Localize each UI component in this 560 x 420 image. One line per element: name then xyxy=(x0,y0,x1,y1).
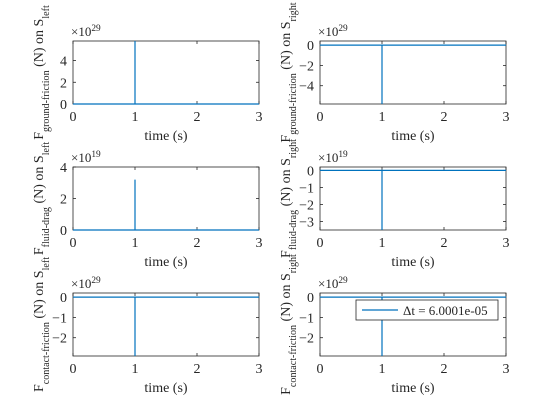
y-multiplier: ×1029 xyxy=(71,24,101,39)
x-tick-label: 1 xyxy=(379,362,386,377)
x-axis-label: time (s) xyxy=(391,381,434,396)
y-axis-label: Fground-friction (N) on Sright xyxy=(279,2,299,142)
x-tick-label: 3 xyxy=(256,362,263,377)
legend: Δt = 6.0001e-05 xyxy=(355,299,499,321)
y-axis-label: Fground-friction (N) on Sleft xyxy=(32,5,52,140)
y-axis-label: Fcontact-friction (N) on Sleft xyxy=(32,257,52,392)
series-line xyxy=(73,179,259,231)
panel-right-contact-friction: 0 1 2 3 −2 −1 0 ×1029 time (s) Fcontact-friction … xyxy=(279,254,510,396)
y-multiplier: ×1019 xyxy=(318,150,348,165)
y-tick-label: −1 xyxy=(52,311,67,326)
x-axis-label: time (s) xyxy=(391,129,434,144)
y-tick-label: −1 xyxy=(299,311,314,326)
y-tick-label: −2 xyxy=(299,59,314,74)
series-line xyxy=(320,44,506,104)
axes-box xyxy=(72,292,260,357)
y-tick-label: −2 xyxy=(52,332,67,347)
axes-box xyxy=(319,40,507,105)
x-tick-label: 1 xyxy=(379,236,386,251)
x-tick-label: 0 xyxy=(317,236,324,251)
x-tick-label: 2 xyxy=(194,110,201,125)
x-axis-label: time (s) xyxy=(144,129,187,144)
y-tick-label: 0 xyxy=(307,291,314,306)
y-tick-label: −3 xyxy=(299,215,314,230)
axes-box xyxy=(319,166,507,231)
y-tick-label: 0 xyxy=(60,224,67,239)
x-tick-label: 0 xyxy=(70,236,77,251)
y-tick-label: 2 xyxy=(60,193,67,208)
y-tick-label: 0 xyxy=(307,164,314,179)
panel-left-fluid-drag: 0 1 2 3 0 2 4 ×1019 time (s) Ffluid-drag (N) on S… xyxy=(32,142,263,270)
y-multiplier: ×1029 xyxy=(318,276,348,291)
x-tick-label: 2 xyxy=(194,362,201,377)
y-tick-label: 0 xyxy=(307,39,314,54)
x-tick-label: 2 xyxy=(194,236,201,251)
legend-entry: Δt = 6.0001e-05 xyxy=(403,303,488,318)
panel-left-ground-friction: 0 1 2 3 0 2 4 ×1029 time (s) Fground-friction (N)… xyxy=(32,5,263,144)
x-tick-label: 1 xyxy=(379,110,386,125)
y-tick-label: 4 xyxy=(60,161,67,176)
y-tick-label: 2 xyxy=(60,76,67,91)
x-tick-label: 2 xyxy=(441,236,448,251)
y-tick-label: 4 xyxy=(60,55,67,70)
y-tick-label: −4 xyxy=(299,80,314,95)
x-axis-label: time (s) xyxy=(144,255,187,270)
x-tick-label: 1 xyxy=(132,236,139,251)
panel-right-ground-friction: 0 1 2 3 −4 −2 0 ×1029 time (s) Fground-friction (… xyxy=(279,2,510,144)
x-tick-label: 0 xyxy=(70,110,77,125)
x-axis-label: time (s) xyxy=(391,255,434,270)
y-tick-label: −2 xyxy=(299,198,314,213)
series-line xyxy=(320,169,506,230)
x-tick-label: 3 xyxy=(503,236,510,251)
x-tick-label: 0 xyxy=(70,362,77,377)
x-axis-label: time (s) xyxy=(144,381,187,396)
x-tick-label: 3 xyxy=(503,110,510,125)
series-line xyxy=(73,296,259,356)
series-line xyxy=(73,41,259,105)
axes-box xyxy=(72,40,260,105)
y-tick-label: −2 xyxy=(299,332,314,347)
x-tick-label: 3 xyxy=(256,236,263,251)
y-axis-label: Fcontact-friction (N) on Sright xyxy=(279,254,299,395)
y-multiplier: ×1029 xyxy=(71,276,101,291)
y-multiplier: ×1029 xyxy=(318,24,348,39)
y-multiplier: ×1019 xyxy=(71,150,101,165)
x-tick-label: 0 xyxy=(317,110,324,125)
y-axis-label: Ffluid-drag (N) on Sright xyxy=(279,139,299,258)
x-tick-label: 1 xyxy=(132,110,139,125)
x-tick-label: 2 xyxy=(441,362,448,377)
panel-left-contact-friction: 0 1 2 3 −2 −1 0 ×1029 time (s) Fcontact-friction … xyxy=(32,257,263,396)
y-axis-label: Ffluid-drag (N) on Sleft xyxy=(32,142,52,255)
legend-box xyxy=(355,299,499,321)
y-tick-label: 0 xyxy=(60,291,67,306)
axes-box xyxy=(72,166,260,231)
x-tick-label: 0 xyxy=(317,362,324,377)
series-line xyxy=(320,296,506,356)
x-tick-label: 1 xyxy=(132,362,139,377)
y-tick-label: 0 xyxy=(60,98,67,113)
x-tick-label: 3 xyxy=(256,110,263,125)
panel-right-fluid-drag: 0 1 2 3 −3 −2 −1 0 ×1019 time (s) Ffluid-drag (N) … xyxy=(279,139,510,270)
x-tick-label: 3 xyxy=(503,362,510,377)
y-tick-label: −1 xyxy=(299,181,314,196)
x-tick-label: 2 xyxy=(441,110,448,125)
